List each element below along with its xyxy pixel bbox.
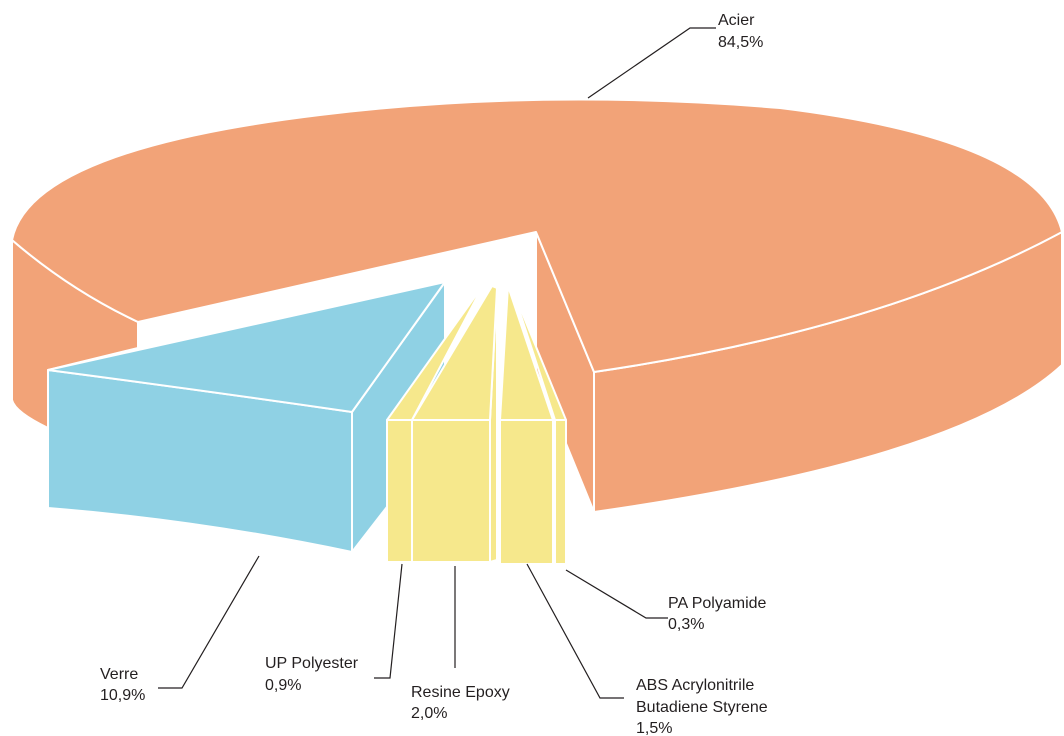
value-acier: 84,5% [718, 34, 763, 51]
label-abs-line1: ABS Acrylonitrile [636, 677, 754, 694]
value-verre: 10,9% [100, 687, 145, 704]
slice-pa-polyamide-top [511, 287, 567, 421]
slice-abs-front [499, 419, 554, 565]
slice-resine-epoxy [411, 285, 498, 563]
leader-verre [158, 555, 260, 689]
slice-pa-polyamide [511, 287, 567, 565]
slice-abs-top [499, 285, 554, 421]
value-resine-epoxy: 2,0% [411, 705, 447, 722]
label-abs-line2: Butadiene Styrene [636, 699, 768, 716]
slice-acier-top [11, 98, 1063, 373]
leader-pa-polyamide [565, 569, 668, 619]
leader-abs [526, 563, 624, 699]
value-pa-polyamide: 0,3% [668, 616, 704, 633]
slice-verre [47, 281, 446, 553]
label-resine-epoxy: Resine Epoxy [411, 684, 510, 701]
label-pa-polyamide: PA Polyamide [668, 595, 767, 612]
slice-verre-top [47, 281, 446, 413]
slice-acier [11, 98, 1063, 513]
leader-up-polyester [374, 563, 403, 679]
slice-up-polyester-front [386, 419, 413, 563]
label-acier: Acier [718, 12, 755, 29]
slice-abs [499, 285, 554, 565]
value-abs: 1,5% [636, 720, 672, 736]
slice-up-polyester-top [386, 283, 485, 421]
label-up-polyester: UP Polyester [265, 655, 359, 672]
value-up-polyester: 0,9% [265, 677, 301, 694]
label-verre: Verre [100, 666, 138, 683]
leader-acier [587, 27, 716, 99]
slice-pa-polyamide-front [554, 419, 567, 565]
slice-resine-epoxy-front [411, 419, 491, 563]
slice-resine-epoxy-top [411, 285, 498, 421]
slice-up-polyester [386, 283, 485, 563]
